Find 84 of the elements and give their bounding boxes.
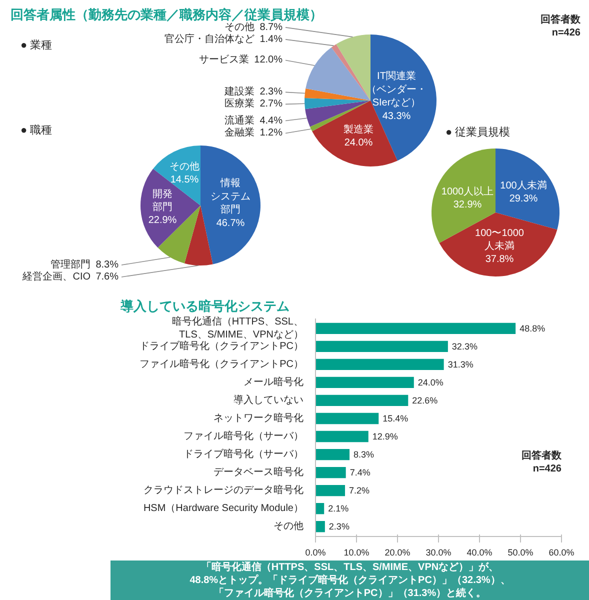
bar <box>316 430 368 442</box>
slice-label: 100〜1000人未満 <box>475 228 524 252</box>
slice-label: 管理部門 <box>50 258 90 270</box>
data-label: 31.3% <box>448 359 474 370</box>
annotation: 回答者数 n=426 <box>522 449 562 475</box>
slice-label: 製造業 <box>344 123 374 136</box>
data-label: 4.4% <box>260 115 283 126</box>
text: 「暗号化通信（HTTPS、SSL、TLS、S/MIME、VPNなど）」が、48.8%とトップ。「ドライブ暗号化（クライアントPC）」（32.3%）、「ファイル暗号化（クライアントPC）」（31.3%）と続く。 <box>190 560 510 600</box>
data-label: 24.0% <box>344 138 373 149</box>
data-label: 46.7% <box>216 218 245 229</box>
x-tick-label: 40.0% <box>466 548 492 558</box>
bar <box>316 412 379 424</box>
text: 回答者数 n=426 <box>540 14 582 39</box>
y-tick-label: ドライブ暗号化（クライアントPC） <box>140 340 304 352</box>
bar <box>316 394 408 406</box>
data-label: 32.3% <box>452 341 478 352</box>
data-label: 32.9% <box>453 200 482 211</box>
data-label: 48.8% <box>520 323 546 334</box>
chart-title: 回答者属性（勤務先の業種／職務内容／従業員規模） <box>10 7 322 22</box>
data-label: 2.3% <box>328 522 350 532</box>
slice-label: 開発部門 <box>152 188 172 213</box>
data-label: 7.2% <box>349 486 370 496</box>
slice-label: 流通業 <box>224 114 254 126</box>
bar <box>316 322 516 334</box>
x-tick-label: 60.0% <box>548 548 574 558</box>
data-label: 14.5% <box>170 174 199 186</box>
bar <box>316 376 414 388</box>
chart-title: ● 従業員規模 <box>446 126 510 138</box>
text: ● 業種 <box>20 40 52 52</box>
y-tick-label: メール暗号化 <box>244 376 304 388</box>
x-tick-label: 20.0% <box>384 548 410 558</box>
y-tick-label: ファイル暗号化（クライアントPC） <box>140 358 304 370</box>
slice-label: 金融業 <box>224 126 254 139</box>
slice-label: サービス業 <box>199 54 249 66</box>
data-label: 1.2% <box>260 128 283 139</box>
data-label: 8.3% <box>354 450 374 460</box>
slice-label: 100人未満 <box>500 179 547 192</box>
y-tick-label: その他 <box>274 520 304 532</box>
y-tick-label: 導入していない <box>234 394 304 406</box>
bar <box>316 521 325 532</box>
x-tick-label: 0.0% <box>305 548 326 558</box>
y-tick-label: データベース暗号化 <box>214 466 304 478</box>
y-tick-label: HSM（Hardware Security Module） <box>143 503 304 514</box>
slice-label: その他 <box>170 160 200 172</box>
bar <box>316 448 350 460</box>
slice-label: 建設業 <box>224 86 254 98</box>
data-label: 22.6% <box>412 395 438 406</box>
slice-label: IT関連業（ベンダー・SIerなど） <box>366 70 426 109</box>
data-label: 43.3% <box>382 110 411 122</box>
slice-label: 1000人以上 <box>441 185 494 198</box>
data-label: 1.4% <box>260 34 283 45</box>
bar <box>316 466 346 478</box>
slice-label: 経営企画、CIO <box>22 270 91 282</box>
y-tick-label: ネットワーク暗号化 <box>214 412 304 424</box>
data-label: 8.7% <box>260 22 283 33</box>
slice-label: 医療業 <box>224 98 254 110</box>
data-label: 7.6% <box>96 272 119 282</box>
y-tick-label: ファイル暗号化（サーバ） <box>184 430 304 442</box>
data-label: 37.8% <box>485 254 514 266</box>
data-label: 2.3% <box>260 86 283 98</box>
bar <box>316 358 444 370</box>
data-label: 29.3% <box>509 194 538 205</box>
slice-label: 情報システム部門 <box>210 177 250 216</box>
data-label: 2.1% <box>328 504 349 514</box>
data-label: 22.9% <box>148 215 177 226</box>
data-label: 12.9% <box>372 432 398 442</box>
slice-label: 官公庁・自治体など <box>164 32 254 45</box>
y-tick-label: ドライブ暗号化（サーバ） <box>184 448 304 460</box>
data-label: 15.4% <box>382 413 408 424</box>
data-label: 7.4% <box>350 468 370 478</box>
bar <box>316 340 448 352</box>
x-tick-label: 10.0% <box>344 548 370 558</box>
x-tick-label: 50.0% <box>508 548 534 558</box>
y-tick-label: クラウドストレージのデータ暗号化 <box>144 484 304 496</box>
x-tick-label: 30.0% <box>426 548 452 558</box>
bar <box>316 502 324 514</box>
y-tick-label: 暗号化通信（HTTPS、SSL、TLS、S/MIME、VPNなど） <box>172 315 304 341</box>
text: 導入している暗号化システム <box>120 298 290 314</box>
bar <box>316 484 346 496</box>
data-label: 8.3% <box>96 260 119 270</box>
chart-title: ● 職種 <box>20 124 52 136</box>
data-label: 12.0% <box>254 54 283 66</box>
data-label: 2.7% <box>260 98 283 110</box>
data-label: 24.0% <box>418 377 444 388</box>
